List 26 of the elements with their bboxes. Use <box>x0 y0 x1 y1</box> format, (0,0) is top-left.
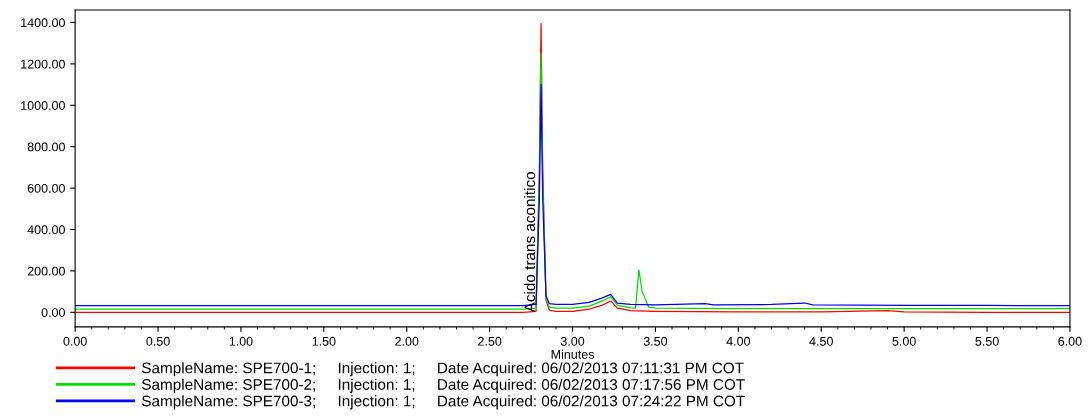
y-tick-label: 1000.00 <box>21 101 65 110</box>
x-tick-label: 5.50 <box>975 336 999 346</box>
x-tick-label: 3.00 <box>560 336 585 346</box>
x-tick-label: 1.00 <box>229 336 253 346</box>
x-tick-label: 4.00 <box>726 336 751 346</box>
x-tick-label: 5.00 <box>892 336 916 346</box>
x-tick-label: 0.50 <box>146 336 170 346</box>
x-axis-title: Minutes <box>551 349 594 359</box>
legend-label: SampleName: SPE700-1; Injection: 1; Date Acquired: 06/02/2013 07:11:31 PM COT <box>142 362 744 377</box>
y-tick-label: 0.00 <box>41 308 65 317</box>
x-tick-label: 2.00 <box>395 336 419 346</box>
x-tick-label: 6.00 <box>1058 336 1082 346</box>
x-tick-label: 4.50 <box>809 336 833 346</box>
x-tick-label: 2.50 <box>478 336 502 346</box>
legend-label: SampleName: SPE700-3; Injection: 1; Date Acquired: 06/02/2013 07:24:22 PM COT <box>142 395 745 410</box>
x-tick-label: 3.50 <box>643 336 668 346</box>
annotation: Acido trans aconitico <box>523 172 536 313</box>
y-tick-label: 1400.00 <box>21 18 65 28</box>
y-tick-label: 600.00 <box>27 183 65 193</box>
x-tick-label: 0.00 <box>63 336 87 346</box>
y-tick-label: 800.00 <box>27 142 65 152</box>
y-tick-label: 400.00 <box>27 225 65 235</box>
y-tick-label: 1200.00 <box>21 59 65 69</box>
x-tick-label: 1.50 <box>312 336 336 346</box>
legend-label: SampleName: SPE700-2; Injection: 1; Date Acquired: 06/02/2013 07:17:56 PM COT <box>142 378 745 393</box>
y-tick-label: 200.00 <box>27 266 65 276</box>
